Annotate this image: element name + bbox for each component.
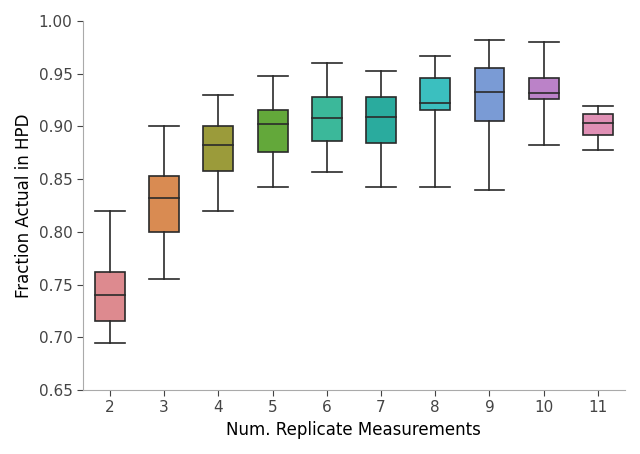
Bar (529, 78, 559, 99)
Bar (420, 78, 450, 109)
Y-axis label: Fraction Actual in HPD: Fraction Actual in HPD (15, 113, 33, 298)
Bar (95, 272, 125, 321)
Bar (149, 176, 179, 232)
Bar (583, 114, 613, 135)
Bar (366, 97, 396, 143)
Bar (204, 126, 234, 171)
Bar (312, 97, 342, 141)
X-axis label: Num. Replicate Measurements: Num. Replicate Measurements (227, 421, 481, 439)
Bar (474, 69, 504, 121)
Bar (258, 109, 287, 152)
